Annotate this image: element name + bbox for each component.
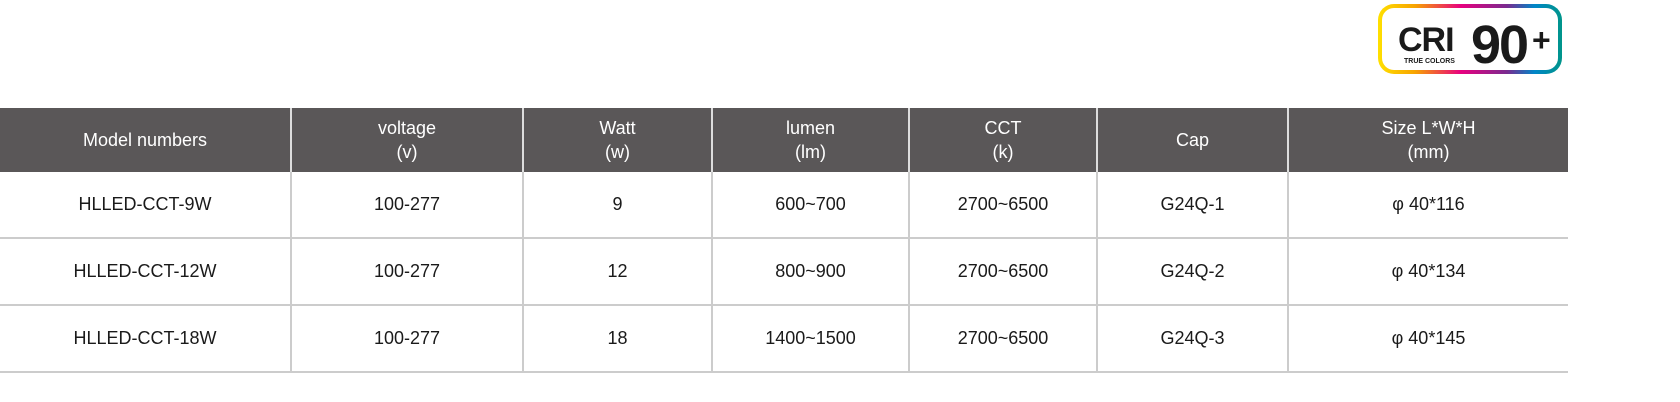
cri-value: 90 <box>1471 15 1529 75</box>
column-header: Cap <box>1097 108 1289 172</box>
table-cell: φ 40*116 <box>1288 172 1568 239</box>
header-line: (v) <box>396 142 418 162</box>
table-cell: 600~700 <box>712 172 910 239</box>
spec-table: Model numbers voltage (v) Watt (w) lumen (lm) C… <box>0 108 1568 373</box>
table-cell: G24Q-2 <box>1097 238 1289 306</box>
table-cell: 18 <box>523 305 713 373</box>
header-line: (w) <box>605 142 630 162</box>
column-header: Size L*W*H (mm) <box>1288 108 1568 172</box>
table-cell: 2700~6500 <box>909 238 1098 306</box>
table-cell: 100-277 <box>291 238 524 306</box>
table-cell: 12 <box>523 238 713 306</box>
true-colors-label: TRUE COLORS <box>1404 58 1455 65</box>
column-header: Watt (w) <box>523 108 713 172</box>
table-cell: φ 40*145 <box>1288 305 1568 373</box>
cri-label: CRI <box>1398 21 1455 59</box>
header-line: (mm) <box>1407 142 1450 162</box>
table-cell: 100-277 <box>291 172 524 239</box>
table-cell: HLLED-CCT-18W <box>0 305 292 373</box>
table-cell: 2700~6500 <box>909 305 1098 373</box>
table-row: HLLED-CCT-18W 100-277 18 1400~1500 2700~6500… <box>0 305 1568 373</box>
header-line: Cap <box>1175 130 1210 150</box>
header-line: lumen <box>785 118 836 138</box>
cri-plus: + <box>1532 22 1551 58</box>
cri-badge: CRI TRUE COLORS 90 + <box>1378 4 1562 75</box>
column-header: Model numbers <box>0 108 292 172</box>
table-cell: 800~900 <box>712 238 910 306</box>
table-cell: 1400~1500 <box>712 305 910 373</box>
column-header: voltage (v) <box>291 108 524 172</box>
table-cell: 2700~6500 <box>909 172 1098 239</box>
header-line: CCT <box>984 118 1022 138</box>
table-cell: G24Q-3 <box>1097 305 1289 373</box>
table-row: HLLED-CCT-9W 100-277 9 600~700 2700~6500 G24Q… <box>0 172 1568 239</box>
header-line: Size L*W*H <box>1381 118 1476 138</box>
header-line: Watt <box>599 118 636 138</box>
table-cell: HLLED-CCT-9W <box>0 172 292 239</box>
table-cell: 100-277 <box>291 305 524 373</box>
table-cell: HLLED-CCT-12W <box>0 238 292 306</box>
header-line: (k) <box>992 142 1014 162</box>
table-cell: φ 40*134 <box>1288 238 1568 306</box>
header-line: voltage <box>377 118 437 138</box>
table-cell: 9 <box>523 172 713 239</box>
header-line: Model numbers <box>82 130 208 150</box>
header-line: (lm) <box>795 142 826 162</box>
table-cell: G24Q-1 <box>1097 172 1289 239</box>
table-row: HLLED-CCT-12W 100-277 12 800~900 2700~6500 G2… <box>0 238 1568 306</box>
column-header: lumen (lm) <box>712 108 910 172</box>
column-header: CCT (k) <box>909 108 1098 172</box>
